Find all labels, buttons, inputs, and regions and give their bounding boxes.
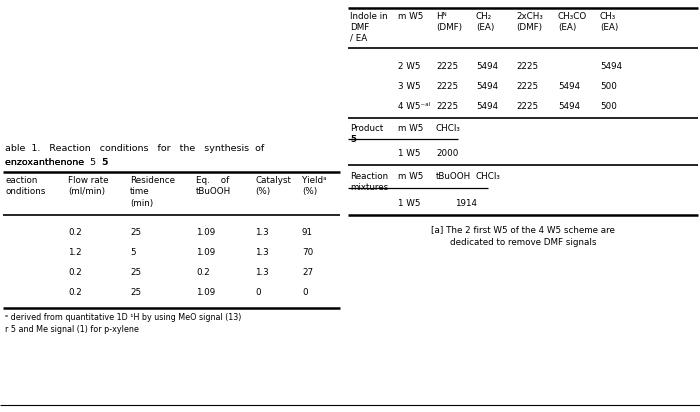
Text: Product: Product [350,124,384,133]
Text: (EA): (EA) [600,23,618,32]
Text: 2225: 2225 [436,62,458,71]
Text: 0.2: 0.2 [68,228,82,237]
Text: 2000: 2000 [436,149,459,158]
Text: enzoxanthenone: enzoxanthenone [5,158,87,167]
Text: 2225: 2225 [516,62,538,71]
Text: m W5: m W5 [398,172,424,181]
Text: 5494: 5494 [476,102,498,111]
Text: 70: 70 [302,248,314,257]
Text: 1.3: 1.3 [255,248,269,257]
Text: 1 W5: 1 W5 [398,199,421,208]
Text: 2225: 2225 [516,102,538,111]
Text: Catalyst
(%): Catalyst (%) [255,176,291,197]
Text: m W5: m W5 [398,12,424,21]
Text: 0: 0 [302,288,307,297]
Text: 2xCH₃: 2xCH₃ [516,12,543,21]
Text: enzoxanthenone  5: enzoxanthenone 5 [5,158,96,167]
Text: 1.3: 1.3 [255,268,269,277]
Text: 5494: 5494 [558,82,580,91]
Text: 1.09: 1.09 [196,228,216,237]
Text: 5: 5 [350,135,356,144]
Text: 1.09: 1.09 [196,288,216,297]
Text: CH₃: CH₃ [600,12,616,21]
Text: CHCl₃: CHCl₃ [476,172,501,181]
Text: 25: 25 [130,268,141,277]
Text: CHCl₃: CHCl₃ [436,124,461,133]
Text: 2225: 2225 [436,102,458,111]
Text: Eq.    of
tBuOOH: Eq. of tBuOOH [196,176,231,197]
Text: Yieldᵃ
(%): Yieldᵃ (%) [302,176,327,197]
Text: Reaction: Reaction [350,172,388,181]
Text: 1.3: 1.3 [255,228,269,237]
Text: m W5: m W5 [398,124,424,133]
Text: 2225: 2225 [436,82,458,91]
Text: 5: 5 [101,158,108,167]
Text: 1.09: 1.09 [196,248,216,257]
Text: able  1.   Reaction   conditions   for   the   synthesis  of: able 1. Reaction conditions for the synt… [5,144,265,153]
Text: 4 W5⁻ᵃˡ: 4 W5⁻ᵃˡ [398,102,430,111]
Text: DMF: DMF [350,23,370,32]
Text: 0.2: 0.2 [196,268,210,277]
Text: 0.2: 0.2 [68,288,82,297]
Text: 27: 27 [302,268,313,277]
Text: 2225: 2225 [516,82,538,91]
Text: CH₃CO: CH₃CO [558,12,587,21]
Text: tBuOOH: tBuOOH [436,172,471,181]
Text: / EA: / EA [350,33,368,42]
Text: (DMF): (DMF) [516,23,542,32]
Text: 500: 500 [600,82,617,91]
Text: (EA): (EA) [558,23,576,32]
Text: 5494: 5494 [476,82,498,91]
Text: ᵃ derived from quantitative 1D ¹H by using MeO signal (13): ᵃ derived from quantitative 1D ¹H by usi… [5,313,241,322]
Text: (DMF): (DMF) [436,23,462,32]
Text: Indole in: Indole in [350,12,388,21]
Text: 0.2: 0.2 [68,268,82,277]
Text: Hᴺ: Hᴺ [436,12,447,21]
Text: [a] The 2 first W5 of the 4 W5 scheme are: [a] The 2 first W5 of the 4 W5 scheme ar… [431,225,615,234]
Text: dedicated to remove DMF signals: dedicated to remove DMF signals [449,238,596,247]
Text: 25: 25 [130,228,141,237]
Text: 5494: 5494 [600,62,622,71]
Text: 25: 25 [130,288,141,297]
Text: 1 W5: 1 W5 [398,149,421,158]
Text: r 5 and Me signal (1) for p-xylene: r 5 and Me signal (1) for p-xylene [5,325,139,334]
Text: Flow rate
(ml/min): Flow rate (ml/min) [68,176,108,197]
Text: 3 W5: 3 W5 [398,82,421,91]
Text: Residence
time
(min): Residence time (min) [130,176,175,208]
Text: eaction
onditions: eaction onditions [5,176,46,197]
Text: 500: 500 [600,102,617,111]
Text: 1914: 1914 [455,199,477,208]
Text: mixtures: mixtures [350,183,389,192]
Text: (EA): (EA) [476,23,494,32]
Text: 2 W5: 2 W5 [398,62,421,71]
Text: 91: 91 [302,228,313,237]
Text: CH₂: CH₂ [476,12,492,21]
Text: 0: 0 [255,288,260,297]
Text: 5494: 5494 [558,102,580,111]
Text: 5494: 5494 [476,62,498,71]
Text: 1.2: 1.2 [68,248,82,257]
Text: 5: 5 [130,248,136,257]
